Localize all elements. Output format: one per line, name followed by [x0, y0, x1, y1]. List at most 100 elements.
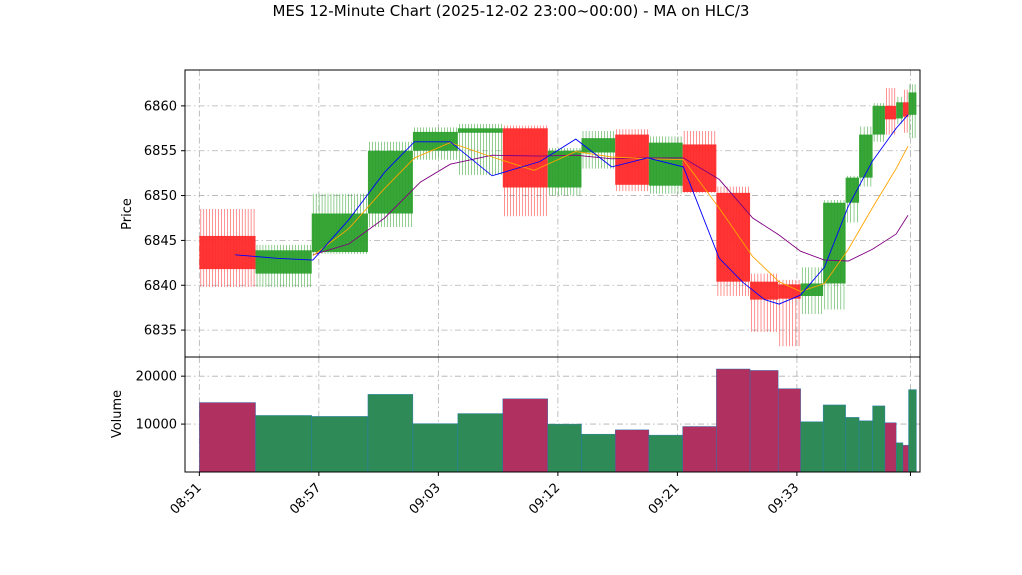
volume-bar-rect: [311, 416, 369, 473]
candle-body: [199, 235, 256, 270]
volume-bar: [412, 423, 459, 473]
candle-body: [896, 102, 903, 119]
x-tick-label: 09:21: [646, 480, 683, 517]
candle-body: [615, 134, 649, 185]
x-tick-label: 08:51: [168, 480, 205, 517]
candle: [845, 175, 860, 223]
volume-bar: [845, 417, 860, 473]
volume-bar: [872, 405, 886, 473]
volume-bar-rect: [255, 415, 312, 473]
candle: [823, 200, 846, 310]
price-tick-label: 6850: [144, 189, 177, 204]
volume-bar-rect: [502, 398, 548, 473]
candle: [872, 103, 885, 142]
volume-bar: [682, 426, 717, 473]
volume-bar: [199, 402, 256, 473]
candle: [502, 125, 548, 217]
candle: [859, 126, 873, 187]
candle-body: [872, 105, 885, 135]
candle: [255, 244, 312, 288]
candle-body: [800, 283, 824, 297]
volume-bar-rect: [845, 417, 860, 473]
volume-bar-rect: [716, 368, 751, 473]
volume-axis-title: Volume: [110, 390, 125, 438]
volume-bar-rect: [858, 420, 873, 473]
candle-body: [823, 202, 846, 284]
price-tick-label: 6845: [144, 234, 177, 249]
volume-bar: [648, 434, 683, 473]
volume-bar: [800, 421, 824, 473]
price-tick-label: 6835: [144, 324, 177, 339]
chart-title: MES 12-Minute Chart (2025-12-02 23:00~00…: [273, 2, 750, 20]
volume-bar-rect: [895, 442, 904, 473]
volume-bar: [457, 413, 504, 473]
candle: [908, 84, 917, 139]
volume-bar-rect: [682, 426, 717, 473]
volume-bar: [547, 423, 582, 473]
volume-panel: 10000 20000: [136, 356, 921, 473]
volume-tick-label: 20000: [136, 370, 177, 385]
x-tick-label: 09:12: [526, 480, 563, 517]
volume-frame: [184, 356, 921, 473]
volume-bar: [777, 388, 801, 473]
volume-bar-rect: [872, 405, 886, 473]
candle-body: [750, 281, 779, 300]
x-axis: 08:51 08:57 09:03 09:12 09:21 09:33: [168, 472, 911, 518]
price-tick-label: 6860: [144, 99, 177, 114]
x-tick-label: 08:57: [287, 480, 324, 517]
volume-bar: [581, 433, 616, 473]
candle-body: [412, 131, 458, 151]
volume-bar-rect: [367, 394, 414, 473]
volume-bar: [884, 422, 897, 473]
volume-bar-rect: [648, 434, 683, 473]
price-tick-label: 6840: [144, 279, 177, 294]
volume-bar-rect: [614, 429, 650, 473]
x-tick-label: 09:03: [407, 480, 444, 517]
candle-body: [884, 105, 897, 120]
candle-body: [581, 138, 616, 153]
candle-body: [457, 128, 503, 133]
volume-tick-label: 10000: [136, 418, 177, 433]
volume-bar: [895, 442, 904, 473]
ma-fast-line: [235, 114, 909, 305]
candle-body: [859, 134, 873, 178]
candle: [367, 141, 413, 227]
candle-body: [845, 177, 860, 203]
volume-bar-rect: [902, 444, 909, 473]
candle-body: [311, 213, 368, 253]
volume-bar: [255, 415, 312, 473]
ma-slow-line: [312, 154, 909, 262]
price-frame: [184, 69, 921, 358]
volume-bar-rect: [884, 422, 897, 473]
candle-body: [902, 102, 909, 117]
candle: [902, 89, 909, 133]
volume-bar: [367, 394, 414, 473]
candle-body: [255, 250, 312, 274]
candle-body: [778, 284, 801, 299]
x-tick-label: 09:33: [765, 480, 802, 517]
volume-bar-rect: [581, 433, 616, 473]
volume-bar: [902, 444, 909, 473]
volume-bar: [614, 429, 650, 473]
candle: [778, 279, 801, 347]
volume-bar-rect: [800, 421, 824, 473]
candle: [199, 209, 256, 288]
volume-bar-rect: [749, 370, 779, 473]
volume-bar-rect: [822, 404, 846, 473]
candle-body: [682, 144, 717, 192]
candle: [716, 186, 751, 297]
volume-bar-rect: [457, 413, 504, 473]
volume-bar-rect: [777, 388, 801, 473]
candle: [750, 273, 779, 332]
volume-bar-rect: [547, 423, 582, 473]
price-tick-label: 6855: [144, 144, 177, 159]
price-panel: 6835 6840 6845 6850 6855 6860: [144, 69, 921, 358]
candle: [800, 267, 824, 314]
candle: [896, 96, 903, 124]
candle: [581, 130, 616, 169]
candle-body: [648, 142, 683, 186]
volume-bar: [502, 398, 548, 473]
volume-bar: [311, 416, 369, 473]
